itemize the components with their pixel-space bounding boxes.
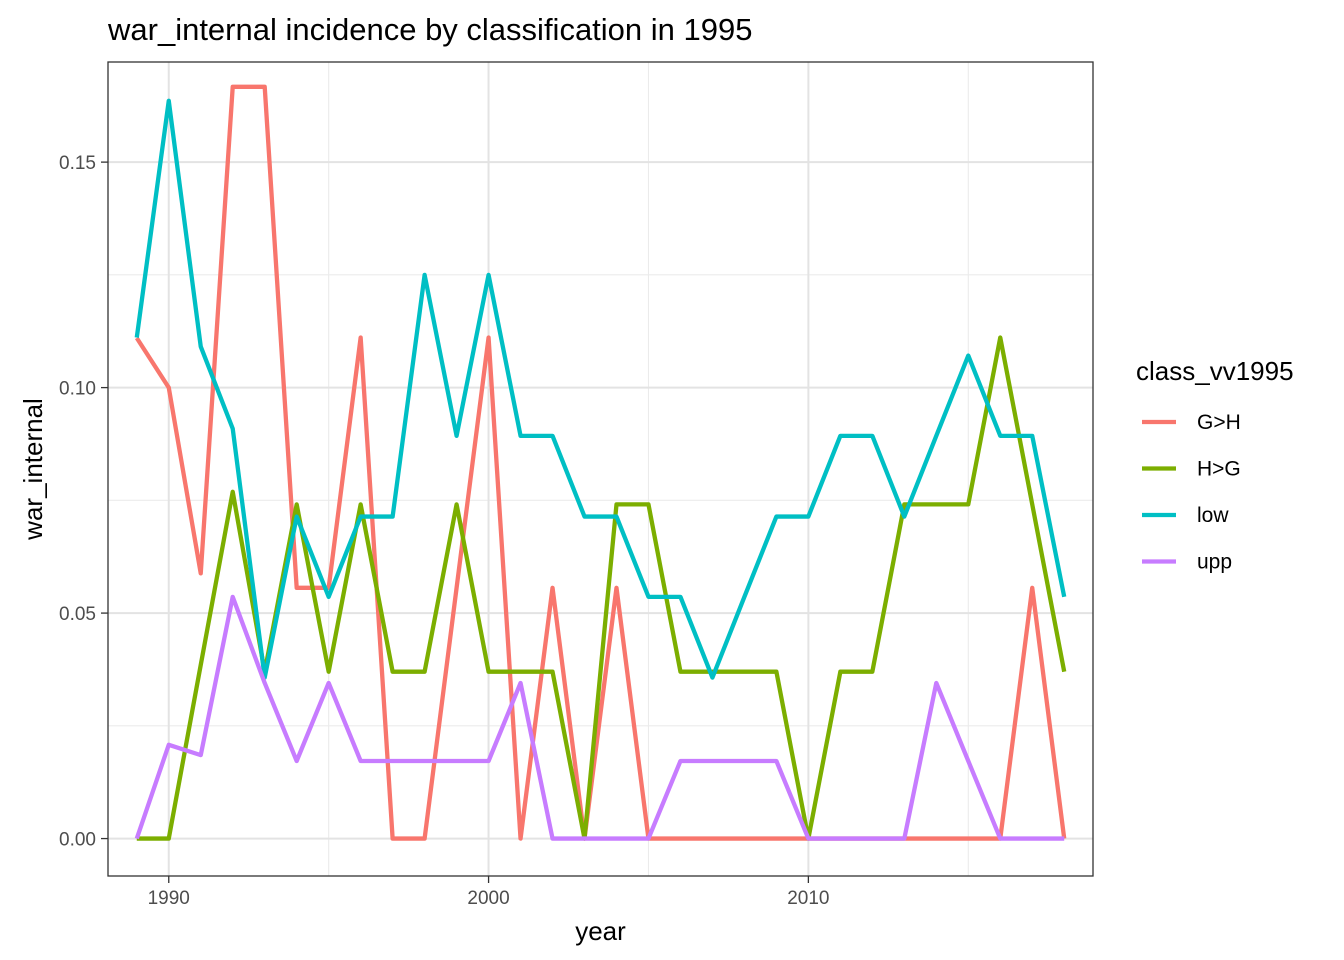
x-tick-label: 1990 xyxy=(148,888,190,909)
y-tick-label: 0.00 xyxy=(59,830,96,851)
legend-label-h-g: H>G xyxy=(1197,458,1241,481)
y-tick-label: 0.15 xyxy=(59,153,96,174)
series-line-upp xyxy=(134,594,1065,841)
legend-label-low: low xyxy=(1197,504,1229,527)
x-axis-title: year xyxy=(575,916,626,946)
x-tick-label: 2010 xyxy=(787,888,829,909)
axis-ticks: 1990 2000 2010 0.00 0.05 0.10 0.15 xyxy=(59,153,829,909)
legend: class_vv1995 G>H H>G low upp xyxy=(1136,356,1294,574)
legend-title: class_vv1995 xyxy=(1136,356,1294,386)
series-lines xyxy=(134,84,1067,841)
y-axis-title: war_internal xyxy=(18,398,48,541)
legend-label-g-h: G>H xyxy=(1197,411,1241,434)
series-line-h-g xyxy=(136,335,1067,841)
grid xyxy=(108,62,1093,876)
y-tick-label: 0.05 xyxy=(59,604,96,625)
y-tick-label: 0.10 xyxy=(59,379,96,400)
legend-label-upp: upp xyxy=(1197,551,1232,574)
series-line-g-h xyxy=(134,84,1067,841)
x-tick-label: 2000 xyxy=(467,888,509,909)
series-line-low xyxy=(134,98,1067,680)
plot-panel-border xyxy=(107,61,1094,877)
chart-title: war_internal incidence by classification… xyxy=(107,12,752,47)
